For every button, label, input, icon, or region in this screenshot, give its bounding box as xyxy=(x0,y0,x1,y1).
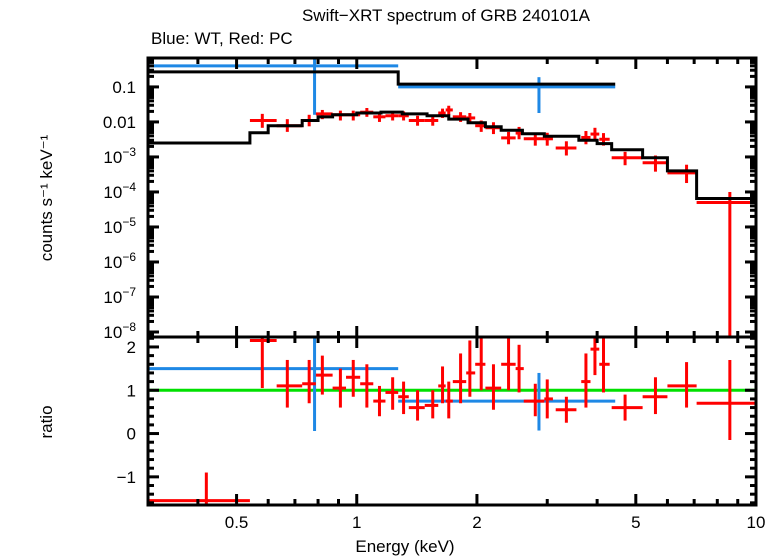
y-tick-label: 1 xyxy=(127,381,136,400)
pc-ratio-point xyxy=(523,383,545,417)
pc-data-point xyxy=(555,141,577,156)
pc-ratio-point xyxy=(696,359,756,441)
pc-ratio-point xyxy=(485,364,502,410)
axes: 0.5 1 2 5 100.10.0110−310−410−510−610−710−82… xyxy=(103,56,766,532)
pc-ratio-point xyxy=(373,385,386,417)
pc-data-point xyxy=(501,131,516,145)
pc-ratio-point xyxy=(302,359,316,404)
pc-data-point xyxy=(424,115,439,126)
pc-ratio-point xyxy=(667,362,697,408)
chart-subtitle: Blue: WT, Red: PC xyxy=(151,29,293,48)
pc-ratio-point xyxy=(642,377,668,415)
pc-data-point xyxy=(696,191,756,337)
pc-ratio-point xyxy=(438,366,446,404)
pc-ratio-point xyxy=(249,337,277,389)
y-tick-label: 2 xyxy=(127,338,136,357)
pc-ratio-point xyxy=(424,390,439,419)
pc-ratio-point xyxy=(360,364,374,408)
ratio-panel-data xyxy=(148,337,756,505)
x-tick-label: 2 xyxy=(472,513,481,532)
pc-data-point xyxy=(445,105,453,115)
pc-ratio-point xyxy=(315,355,333,395)
pc-ratio-point xyxy=(276,359,303,408)
y-tick-label: 10−5 xyxy=(103,215,136,237)
model-step-line xyxy=(148,110,756,201)
y-tick-label: 10−4 xyxy=(103,180,136,202)
y-tick-label: 0.1 xyxy=(112,78,136,97)
pc-ratio-point xyxy=(599,337,610,393)
pc-ratio-point xyxy=(501,338,516,391)
x-tick-label: 1 xyxy=(352,513,361,532)
pc-data-point xyxy=(611,151,643,166)
pc-data-point xyxy=(408,115,425,126)
x-axis-label: Energy (keV) xyxy=(355,537,454,556)
pc-ratio-point xyxy=(515,344,524,393)
pc-ratio-point xyxy=(385,377,399,410)
pc-ratio-point xyxy=(332,368,347,408)
y-tick-label: 10−7 xyxy=(103,285,136,307)
pc-ratio-point xyxy=(611,394,643,421)
x-tick-label: 10 xyxy=(747,513,766,532)
y-tick-label: −1 xyxy=(117,468,136,487)
wt-data-point xyxy=(398,77,616,113)
pc-ratio-point xyxy=(445,381,453,419)
pc-ratio-point xyxy=(346,359,361,397)
y-tick-label: 0.01 xyxy=(103,113,136,132)
pc-ratio-point xyxy=(590,337,600,376)
y-tick-label: 10−3 xyxy=(103,145,136,167)
wt-data-point xyxy=(148,58,399,115)
y-tick-label: 0 xyxy=(127,425,136,444)
chart-title: Swift−XRT spectrum of GRB 240101A xyxy=(302,6,591,25)
pc-ratio-point xyxy=(555,396,577,423)
x-tick-label: 5 xyxy=(631,513,640,532)
ratio-panel-frame xyxy=(146,335,758,507)
y-axis-label-ratio: ratio xyxy=(37,405,56,438)
y-tick-label: 10−8 xyxy=(103,320,136,342)
pc-ratio-point xyxy=(398,381,409,415)
x-tick-label: 0.5 xyxy=(225,513,249,532)
model-step-line xyxy=(148,70,616,86)
spectrum-panel-data xyxy=(148,58,756,337)
pc-ratio-point xyxy=(544,379,553,419)
y-axis-label-spectrum: counts s⁻¹ keV⁻¹ xyxy=(37,134,56,261)
spectrum-panel-frame xyxy=(146,56,758,339)
pc-data-point xyxy=(581,131,591,145)
pc-data-point xyxy=(590,127,600,141)
pc-ratio-point xyxy=(475,337,486,391)
pc-data-point xyxy=(667,164,697,184)
pc-ratio-point xyxy=(466,340,476,397)
pc-ratio-point xyxy=(408,390,425,421)
pc-ratio-point xyxy=(452,353,467,404)
pc-ratio-point xyxy=(581,353,591,408)
y-tick-label: 10−6 xyxy=(103,250,136,272)
pc-data-point xyxy=(249,113,277,128)
